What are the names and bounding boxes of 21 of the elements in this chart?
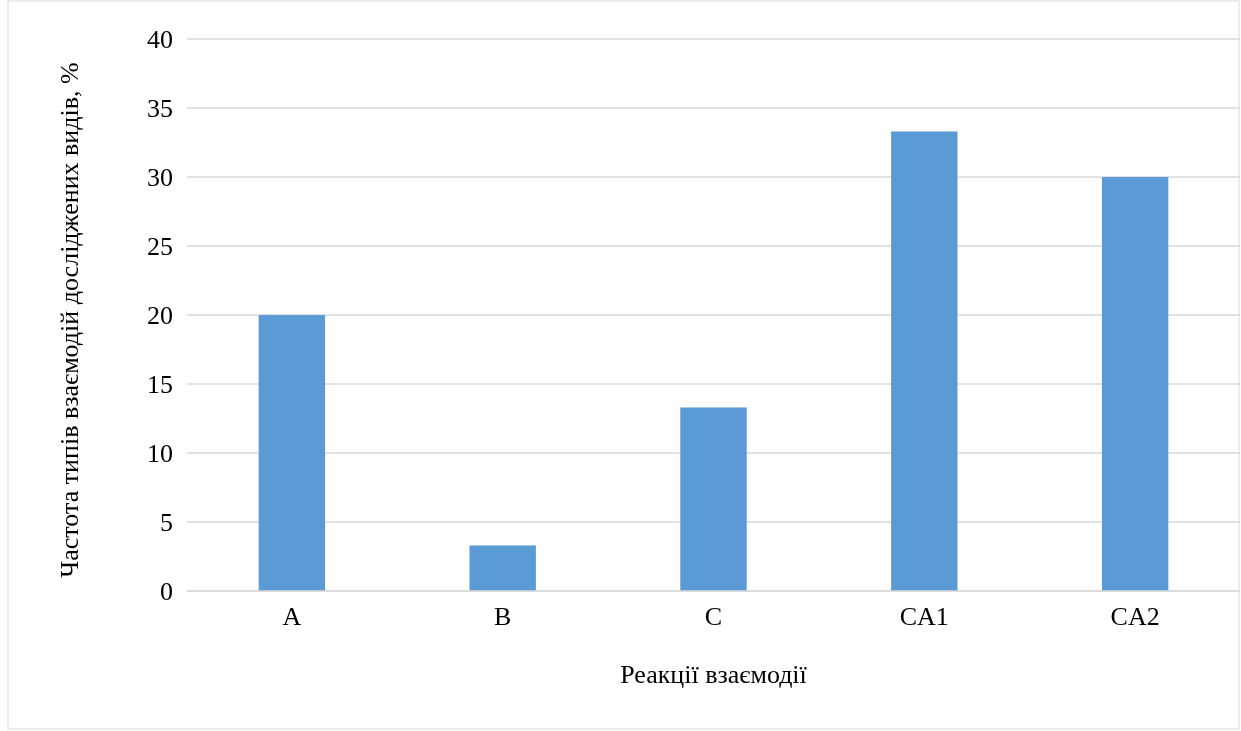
y-tick-label: 30 [147,162,173,192]
y-tick-label: 40 [147,24,173,54]
y-tick-label: 5 [160,507,173,537]
x-tick-label: C [704,602,723,632]
y-tick-label: 10 [147,438,173,468]
bar [258,315,326,591]
bar [1101,177,1169,591]
x-tick-label: CA1 [899,602,949,632]
x-tick-label: CA2 [1110,602,1160,632]
x-tick-label: B [494,602,512,632]
y-tick-label: 35 [147,93,173,123]
bar [680,407,747,591]
x-axis-title: Реакції взаємодії [620,660,808,689]
y-tick-label: 0 [160,576,173,606]
y-tick-label: 20 [147,300,173,330]
bar [469,545,536,591]
y-tick-label: 25 [147,231,173,261]
x-tick-label: A [282,602,302,632]
y-tick-label: 15 [147,369,173,399]
bar [891,131,958,591]
y-axis-title: Частота типів взаємодій досліджених видів, % [55,62,84,578]
